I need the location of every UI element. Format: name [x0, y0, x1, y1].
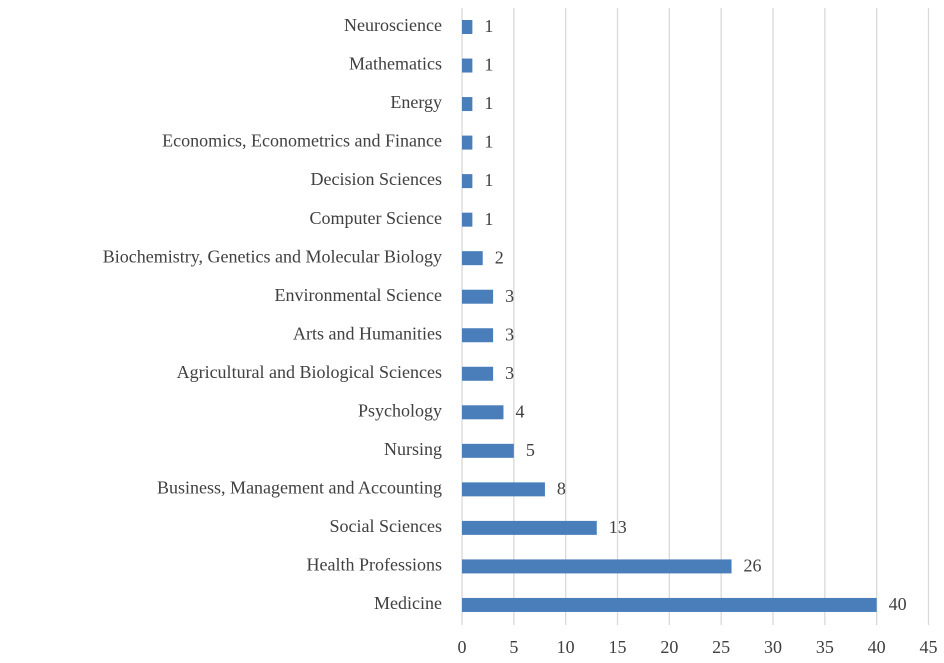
x-tick-label: 45: [920, 637, 938, 657]
data-label: 1: [484, 55, 493, 75]
y-tick-label: Agricultural and Biological Sciences: [177, 362, 442, 382]
y-tick-label: Energy: [390, 92, 442, 112]
data-label: 26: [744, 556, 762, 576]
y-tick-label: Environmental Science: [275, 285, 442, 305]
x-tick-label: 20: [660, 637, 678, 657]
y-tick-label: Medicine: [374, 593, 442, 613]
x-tick-label: 15: [609, 637, 627, 657]
data-label: 8: [557, 478, 566, 498]
y-tick-label: Social Sciences: [330, 516, 442, 536]
y-tick-label: Arts and Humanities: [293, 323, 442, 343]
x-tick-label: 25: [712, 637, 730, 657]
data-label: 4: [515, 401, 524, 421]
data-label: 3: [505, 286, 514, 306]
data-label: 1: [484, 132, 493, 152]
bar: [462, 366, 494, 381]
bar: [462, 97, 473, 112]
bar: [462, 559, 732, 574]
y-tick-label: Neuroscience: [344, 15, 442, 35]
y-tick-label: Mathematics: [349, 54, 442, 74]
y-tick-label: Nursing: [384, 439, 442, 459]
y-tick-label: Health Professions: [307, 555, 442, 575]
y-tick-label: Business, Management and Accounting: [157, 477, 442, 497]
bar: [462, 443, 514, 458]
data-label: 2: [495, 247, 504, 267]
bar: [462, 597, 877, 612]
x-tick-label: 40: [868, 637, 886, 657]
data-label: 40: [889, 594, 907, 614]
x-tick-label: 35: [816, 637, 834, 657]
data-label: 13: [609, 517, 627, 537]
y-tick-label: Biochemistry, Genetics and Molecular Bio…: [103, 246, 442, 266]
bar: [462, 58, 473, 73]
bar: [462, 328, 494, 343]
bar: [462, 251, 483, 266]
x-tick-label: 10: [557, 637, 575, 657]
x-tick-label: 0: [458, 637, 467, 657]
data-label: 1: [484, 170, 493, 190]
data-label: 3: [505, 363, 514, 383]
bar: [462, 212, 473, 227]
bar: [462, 482, 545, 497]
bar: [462, 20, 473, 34]
bar: [462, 289, 494, 304]
data-label: 5: [526, 440, 535, 460]
y-tick-label: Psychology: [358, 400, 442, 420]
data-label: 3: [505, 324, 514, 344]
x-tick-label: 5: [509, 637, 518, 657]
y-tick-label: Decision Sciences: [311, 169, 442, 189]
y-tick-label: Computer Science: [310, 208, 442, 228]
data-label: 1: [484, 93, 493, 113]
bar: [462, 174, 473, 189]
bar: [462, 135, 473, 150]
y-tick-label: Economics, Econometrics and Finance: [162, 131, 442, 151]
bar: [462, 405, 504, 420]
data-label: 1: [484, 209, 493, 229]
bar: [462, 520, 597, 535]
data-label: 1: [484, 16, 493, 36]
x-tick-label: 30: [764, 637, 782, 657]
